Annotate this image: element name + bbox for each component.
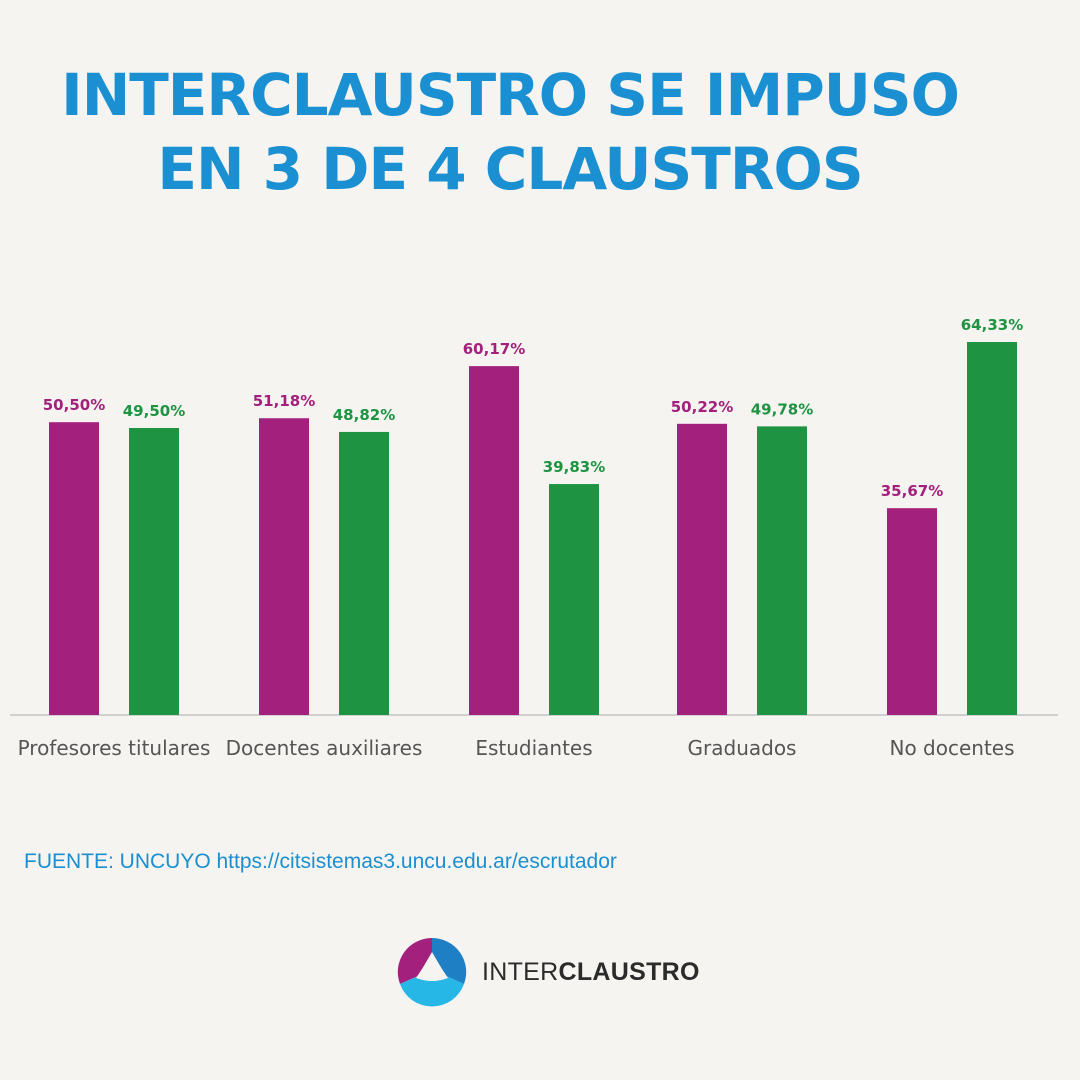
data-label-1-1: 51,18% [253,392,315,410]
data-label-1-2: 60,17% [463,340,525,358]
data-label-2-4: 64,33% [961,316,1023,334]
interclaustro-logo-icon [397,937,467,1007]
bar-2-2 [549,484,599,715]
brand-light: INTER [482,957,559,986]
data-label-2-2: 39,83% [543,458,605,476]
bar-2-0 [129,427,179,715]
bar-1-2 [469,366,519,715]
data-label-2-3: 49,78% [751,400,813,418]
footer-brand: INTERCLAUSTRO [396,936,700,1008]
category-label-0: Profesores titulares [18,736,211,760]
bar-2-4 [967,342,1017,715]
data-label-2-1: 48,82% [333,406,395,424]
bar-1-1 [259,418,309,715]
bar-chart: 50,50% 49,50% Profesores titulares 51,18% 48… [10,316,1058,760]
title-line-2: EN 3 DE 4 CLAUSTROS [157,135,863,203]
page-title: INTERCLAUSTRO SE IMPUSO EN 3 DE 4 CLAUST… [0,58,1020,206]
data-label-2-0: 49,50% [123,402,185,420]
title-line-1: INTERCLAUSTRO SE IMPUSO [61,61,960,129]
bar-2-1 [339,431,389,715]
brand-name: INTERCLAUSTRO [482,958,700,987]
bar-1-0 [49,422,99,715]
data-label-1-3: 50,22% [671,398,733,416]
data-label-1-0: 50,50% [43,396,105,414]
data-label-1-4: 35,67% [881,482,943,500]
bar-2-3 [757,426,807,715]
bar-1-4 [887,508,937,715]
category-label-4: No docentes [889,736,1014,760]
bar-1-3 [677,423,727,715]
category-label-1: Docentes auxiliares [226,736,423,760]
category-label-2: Estudiantes [475,736,592,760]
brand-bold: CLAUSTRO [558,957,700,986]
category-label-3: Graduados [688,736,797,760]
source-note: FUENTE: UNCUYO https://citsistemas3.uncu… [24,850,617,873]
